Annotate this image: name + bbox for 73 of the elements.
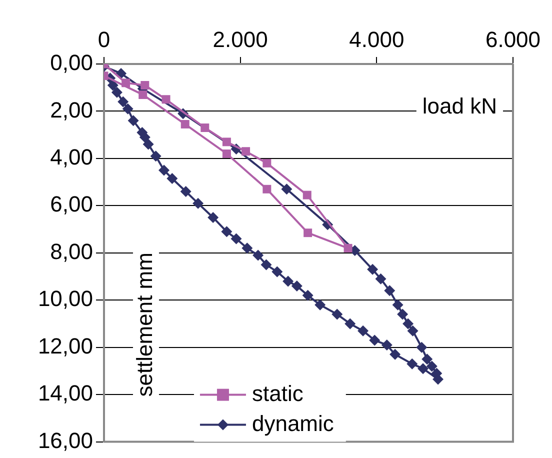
point [375,273,386,284]
x-tick-label: 4.000 [349,26,404,52]
y-tick-label: 0,00 [50,50,93,76]
point [150,150,162,162]
point [291,280,302,292]
y-tick-label: 4,00 [50,144,93,170]
point [262,158,272,168]
y-tick-label: 10,00 [38,286,93,312]
point [304,228,312,238]
point [406,358,418,370]
point [358,325,369,336]
point [367,264,378,275]
point [314,299,326,310]
point [416,342,428,353]
point [369,334,380,346]
point [136,126,148,138]
point [221,226,232,238]
point [128,115,139,126]
point [107,80,118,91]
x-axis-title: load kN [422,93,497,118]
y-tick-label: 12,00 [38,333,93,358]
point [407,325,418,336]
point [390,348,401,360]
legend-label: static [252,380,304,406]
point [138,90,148,99]
point [402,318,414,330]
point [302,290,314,301]
point [281,184,292,195]
point [192,198,204,209]
legend-label: dynamic [252,410,334,436]
point [332,308,343,320]
point [208,212,219,223]
y-tick-label: 8,00 [50,238,93,264]
point [384,285,396,296]
point [344,318,356,330]
point [260,259,272,270]
point [222,149,231,158]
y-tick-label: 14,00 [38,380,93,406]
point [397,308,408,320]
point [166,173,178,184]
point [158,164,170,176]
point [262,184,272,194]
point [122,103,134,114]
x-tick-label: 6.000 [485,26,541,52]
point [180,186,192,198]
point [230,233,242,244]
x-tick-label: 2.000 [212,26,268,52]
point [162,95,170,104]
point [140,81,150,90]
y-tick-label: 2,00 [50,97,93,122]
point [142,138,154,150]
point [118,96,129,108]
x-tick-label: 0 [98,26,110,52]
y-tick-label: 16,00 [38,428,93,453]
point [418,363,429,374]
point [344,244,352,252]
point [426,360,438,372]
point [111,86,122,98]
point [242,147,250,156]
point [252,250,264,261]
point [222,138,231,146]
point [242,242,253,254]
point [180,120,190,128]
point [200,124,210,132]
point [392,299,404,310]
point [272,266,283,278]
y-axis-title: settlement mm [132,252,158,397]
point [381,339,392,350]
y-tick-label: 6,00 [50,192,93,217]
point [422,354,433,365]
point [302,190,312,200]
point [282,276,294,287]
point [122,78,130,88]
